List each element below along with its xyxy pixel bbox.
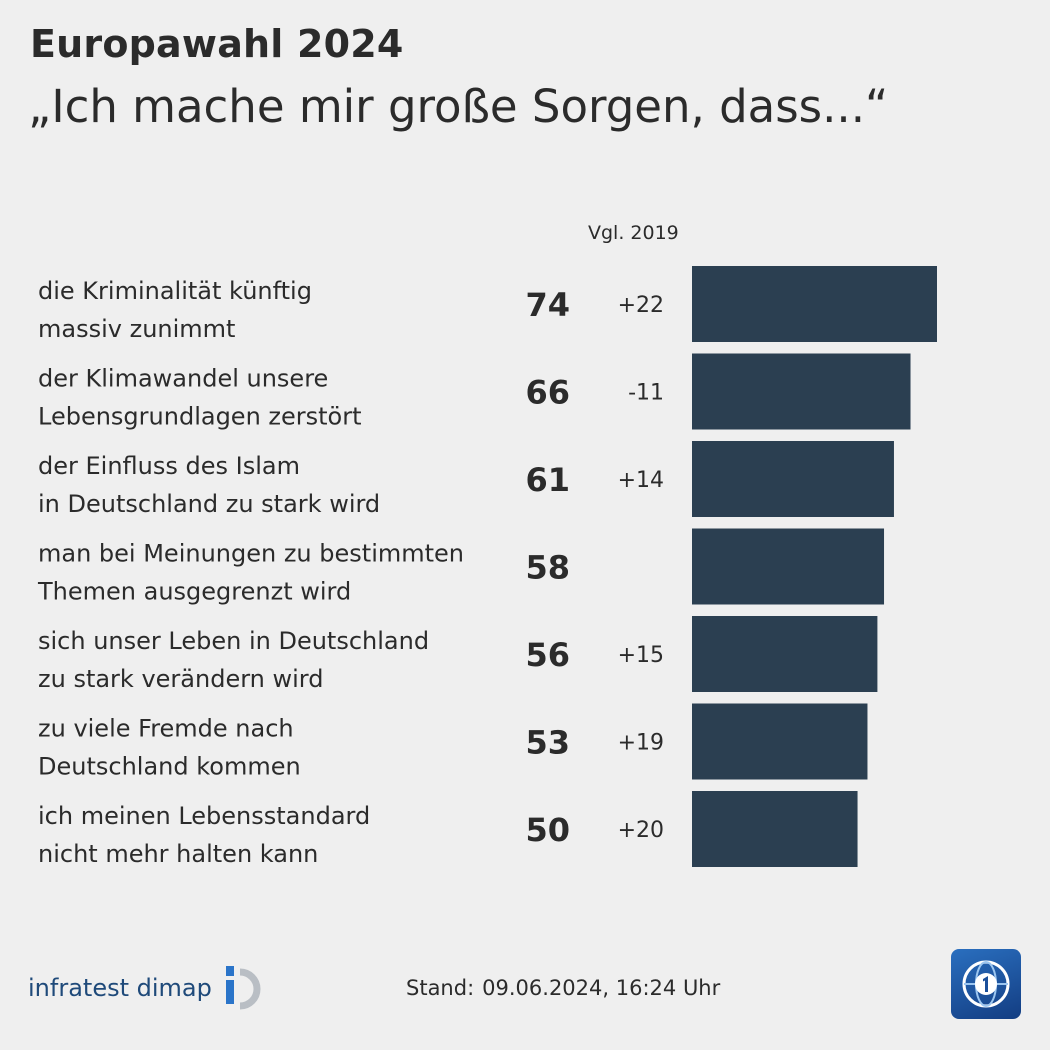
change-label: +20: [618, 818, 664, 843]
change-label: +22: [618, 293, 664, 318]
chart-title: Europawahl 2024: [30, 22, 404, 66]
bar-chart: die Kriminalität künftig massiv zunimmt 74…: [37, 266, 937, 868]
bar: [692, 441, 894, 517]
change-label: +15: [618, 643, 664, 668]
change-label: -11: [628, 381, 664, 406]
change-label: +14: [618, 468, 664, 493]
bar: [692, 353, 911, 430]
category-label: Themen ausgegrenzt wird: [37, 578, 351, 606]
category-label: der Klimawandel unsere: [38, 365, 328, 393]
infratest-dimap-icon: [225, 966, 261, 1010]
category-label: man bei Meinungen zu bestimmten: [38, 540, 464, 568]
bar: [692, 791, 858, 867]
chart-subtitle: „Ich mache mir große Sorgen, dass...“: [28, 80, 889, 133]
value-label: 74: [525, 286, 570, 324]
infratest-dimap-logo: infratest dimap: [28, 966, 268, 1010]
bar: [692, 616, 878, 692]
category-label: der Einfluss des Islam: [38, 452, 300, 480]
category-label: ich meinen Lebensstandard: [38, 802, 370, 830]
bar: [692, 266, 937, 342]
value-label: 56: [525, 636, 570, 674]
category-label: sich unser Leben in Deutschland: [38, 627, 429, 655]
compare-column-header: Vgl. 2019: [588, 222, 679, 244]
change-label: +19: [618, 731, 664, 756]
category-label: zu viele Fremde nach: [38, 715, 294, 743]
category-label: Lebensgrundlagen zerstört: [38, 403, 362, 431]
stand-value: 09.06.2024, 16:24 Uhr: [482, 976, 721, 1000]
brand-name: infratest dimap: [28, 974, 212, 1002]
value-label: 50: [525, 811, 570, 849]
category-label: in Deutschland zu stark wird: [38, 490, 380, 518]
category-label: die Kriminalität künftig: [38, 277, 312, 305]
bar: [692, 528, 885, 605]
category-label: zu stark verändern wird: [38, 665, 323, 693]
value-label: 58: [525, 549, 570, 587]
value-label: 61: [525, 461, 570, 499]
category-label: nicht mehr halten kann: [38, 840, 318, 868]
category-label: massiv zunimmt: [38, 315, 235, 343]
stand-timestamp: Stand: 09.06.2024, 16:24 Uhr: [406, 976, 720, 1000]
stand-label: Stand:: [406, 976, 475, 1000]
value-label: 66: [525, 374, 570, 412]
tagesschau-logo-icon: [951, 949, 1021, 1019]
category-label: Deutschland kommen: [38, 753, 301, 781]
value-label: 53: [525, 724, 570, 762]
bar: [692, 703, 868, 780]
